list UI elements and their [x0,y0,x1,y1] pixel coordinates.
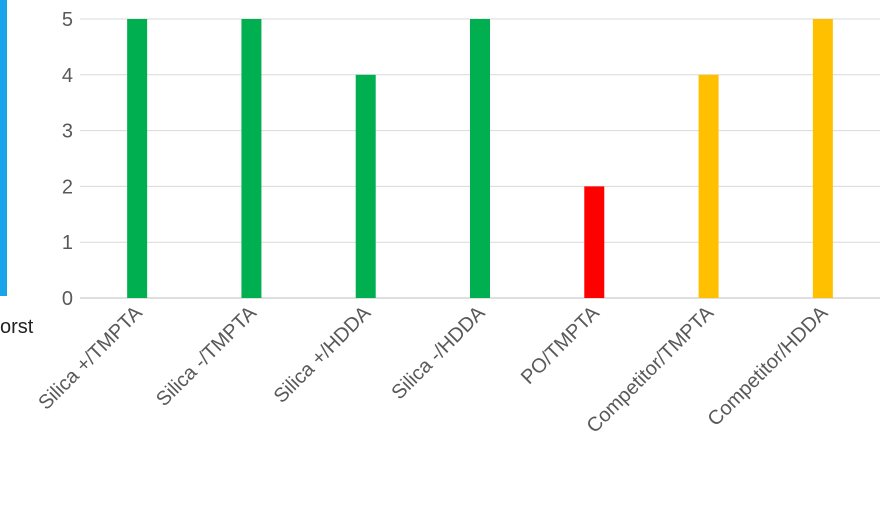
left-accent-strip [0,0,7,296]
bars [127,19,833,298]
x-tick-label: Silica -/HDDA [388,302,490,404]
bar [127,19,148,298]
bar [698,74,719,298]
x-tick-label: Silica +/HDDA [270,302,376,408]
y-tick-label: 4 [62,65,73,87]
y-tick-label: 2 [62,176,73,198]
x-tick-label: Silica +/TMPTA [34,302,147,415]
bar [470,19,490,298]
y-tick-label: 0 [62,288,73,310]
y-tick-label: 1 [62,232,73,254]
bar [241,19,262,298]
x-tick-labels: Silica +/TMPTA Silica -/TMPTA Silica +/HDD… [34,302,833,438]
bar [584,186,605,298]
y-tick-label: 3 [62,121,73,143]
y-tick-labels: 0 1 2 3 4 5 [62,9,73,310]
x-tick-label: PO/TMPTA [517,302,604,389]
x-tick-label: Competitor/TMPTA [583,302,719,438]
side-text-fragment: orst [0,316,34,338]
y-tick-label: 5 [62,9,73,31]
x-tick-label: Silica -/TMPTA [152,302,261,411]
bar [355,74,376,298]
x-tick-label: Competitor/HDDA [704,302,833,431]
bar [812,19,833,298]
